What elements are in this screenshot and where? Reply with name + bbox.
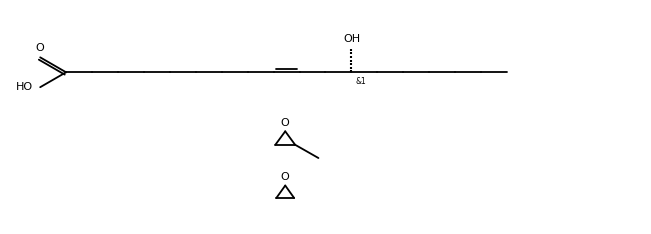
Text: O: O (281, 172, 290, 182)
Text: O: O (36, 43, 44, 53)
Text: HO: HO (16, 82, 33, 92)
Text: &1: &1 (356, 77, 367, 86)
Text: OH: OH (343, 34, 360, 44)
Text: O: O (281, 118, 290, 128)
